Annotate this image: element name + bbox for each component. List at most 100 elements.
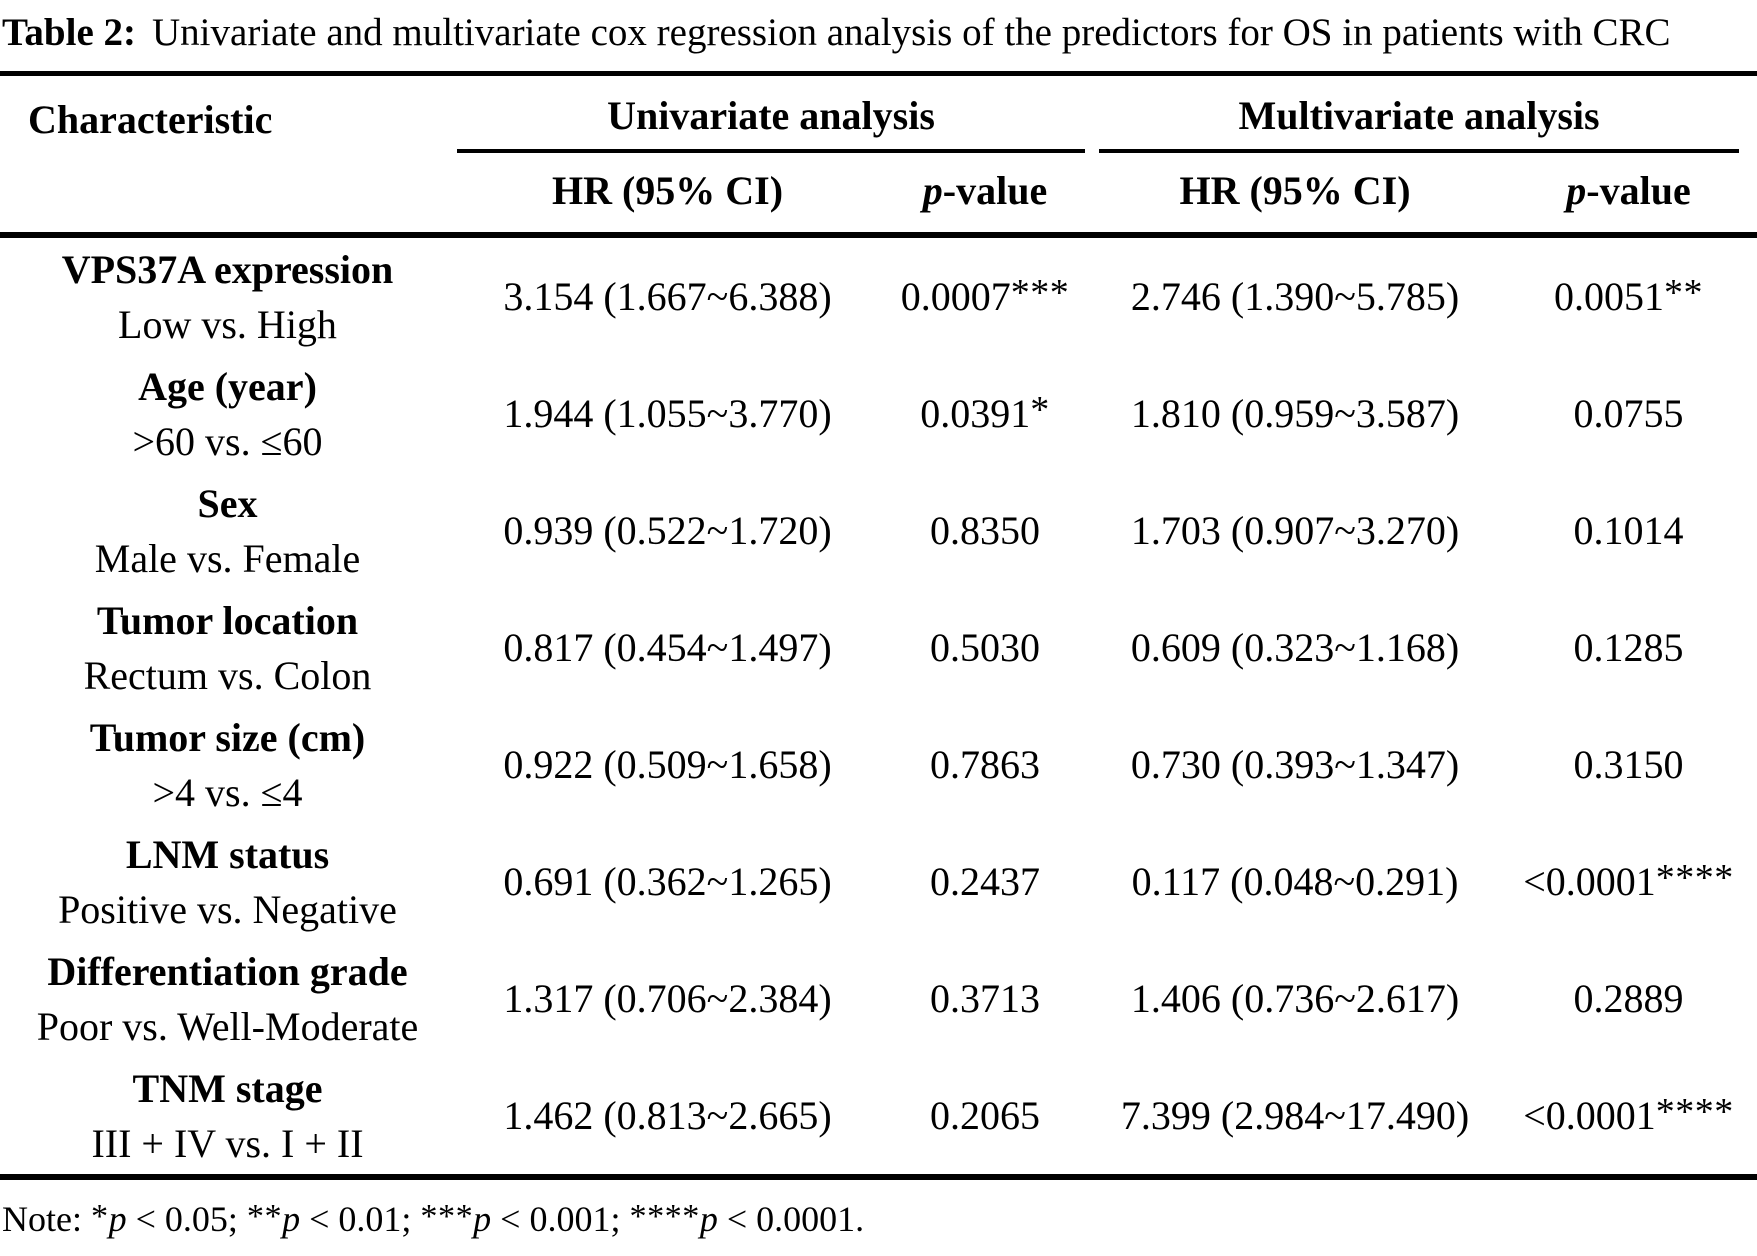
p-value-text: 0.0391 — [920, 391, 1031, 436]
uni-hr-cell: 0.922 (0.509~1.658) — [503, 742, 832, 787]
uni-p-cell: 0.2437 — [880, 823, 1090, 940]
p-value-text: <0.0001 — [1523, 1093, 1656, 1138]
characteristic-comparison: Low vs. High — [118, 301, 337, 347]
footnote-threshold: < 0.05; — [126, 1199, 247, 1239]
uni-hr-cell: 1.944 (1.055~3.770) — [503, 391, 832, 436]
table-row: Tumor size (cm) >4 vs. ≤4 0.922 (0.509~1.6… — [0, 706, 1757, 823]
characteristic-cell: Differentiation grade Poor vs. Well-Moder… — [0, 940, 455, 1057]
multi-p-cell: 0.3150 — [1500, 706, 1757, 823]
multi-p-cell: <0.0001**** — [1500, 823, 1757, 940]
uni-p-cell: 0.5030 — [880, 589, 1090, 706]
multi-hr-cell: 1.406 (0.736~2.617) — [1130, 976, 1460, 1021]
p-value-text: 0.2065 — [930, 1093, 1040, 1138]
table-caption-text: Univariate and multivariate cox regressi… — [152, 11, 1671, 54]
multi-hr-cell: 0.609 (0.323~1.168) — [1130, 625, 1460, 670]
characteristic-comparison: Rectum vs. Colon — [83, 652, 372, 698]
characteristic-cell: LNM status Positive vs. Negative — [0, 823, 455, 940]
header-hr-univariate: HR (95% CI) — [455, 153, 880, 238]
uni-p-cell: 0.8350 — [880, 472, 1090, 589]
characteristic-cell: TNM stage III + IV vs. I + II — [0, 1057, 455, 1177]
characteristic-name: LNM status — [125, 831, 330, 877]
significance-stars: **** — [1655, 857, 1734, 900]
p-value-text: 0.1285 — [1573, 625, 1684, 670]
significance-stars: *** — [420, 1197, 474, 1235]
multi-p-cell: <0.0001**** — [1500, 1057, 1757, 1177]
header-pvalue-univariate: p-value — [880, 153, 1091, 238]
significance-stars: * — [1030, 389, 1050, 432]
table-row: Tumor location Rectum vs. Colon 0.817 (0.4… — [0, 589, 1757, 706]
cox-regression-table: Characteristic Univariate analysis Multi… — [0, 71, 1757, 1180]
multi-p-cell: 0.1014 — [1500, 472, 1757, 589]
pvalue-suffix: -value — [1586, 168, 1691, 213]
significance-stars: ** — [246, 1197, 283, 1235]
table-row: Differentiation grade Poor vs. Well-Moder… — [0, 940, 1757, 1057]
p-value-text: 0.3150 — [1573, 742, 1684, 787]
pvalue-italic-p: p — [1566, 168, 1587, 213]
table-body: VPS37A expression Low vs. High 3.154 (1.66… — [0, 235, 1757, 1177]
multi-p-cell: 0.0051** — [1500, 235, 1757, 355]
multi-hr-cell: 0.117 (0.048~0.291) — [1131, 859, 1459, 904]
characteristic-cell: VPS37A expression Low vs. High — [0, 235, 455, 355]
characteristic-name: Differentiation grade — [47, 948, 408, 994]
header-multivariate-group: Multivariate analysis — [1090, 74, 1757, 153]
p-value-text: 0.7863 — [930, 742, 1040, 787]
multi-p-cell: 0.2889 — [1500, 940, 1757, 1057]
uni-p-cell: 0.3713 — [880, 940, 1090, 1057]
table-caption: Table 2: Univariate and multivariate cox … — [2, 8, 1757, 58]
header-pvalue-multivariate: p-value — [1500, 153, 1757, 238]
p-value-text: 0.0007 — [900, 274, 1011, 319]
significance-stars: *** — [1010, 272, 1070, 315]
multi-hr-cell: 7.399 (2.984~17.490) — [1120, 1093, 1470, 1138]
header-univariate-label: Univariate analysis — [457, 76, 1086, 153]
characteristic-name: Age (year) — [138, 363, 317, 409]
uni-hr-cell: 1.317 (0.706~2.384) — [503, 976, 832, 1021]
uni-p-cell: 0.0391* — [880, 355, 1090, 472]
characteristic-name: TNM stage — [132, 1065, 323, 1111]
characteristic-name: Sex — [197, 480, 258, 526]
uni-hr-cell: 0.691 (0.362~1.265) — [503, 859, 832, 904]
paper-table-page: Table 2: Univariate and multivariate cox … — [0, 8, 1757, 1256]
header-univariate-group: Univariate analysis — [455, 74, 1090, 153]
footnote-italic-p: p — [282, 1199, 301, 1239]
significance-stars: * — [90, 1197, 109, 1235]
characteristic-cell: Tumor location Rectum vs. Colon — [0, 589, 455, 706]
p-value-text: 0.1014 — [1573, 508, 1684, 553]
p-value-text: 0.0051 — [1554, 274, 1665, 319]
multi-hr-cell: 2.746 (1.390~5.785) — [1130, 274, 1460, 319]
characteristic-name: Tumor location — [96, 597, 359, 643]
characteristic-comparison: >60 vs. ≤60 — [132, 418, 323, 464]
characteristic-cell: Sex Male vs. Female — [0, 472, 455, 589]
uni-p-cell: 0.7863 — [880, 706, 1090, 823]
footnote-threshold: < 0.001; — [491, 1199, 630, 1239]
multi-hr-cell: 0.730 (0.393~1.347) — [1130, 742, 1460, 787]
table-row: Age (year) >60 vs. ≤60 1.944 (1.055~3.770)… — [0, 355, 1757, 472]
significance-stars: ** — [1664, 272, 1704, 315]
header-characteristic: Characteristic — [0, 73, 455, 238]
footnote-italic-p: p — [108, 1199, 127, 1239]
uni-hr-cell: 1.462 (0.813~2.665) — [503, 1093, 832, 1138]
uni-hr-cell: 0.817 (0.454~1.497) — [503, 625, 832, 670]
characteristic-comparison: >4 vs. ≤4 — [152, 769, 303, 815]
p-value-text: 0.2889 — [1573, 976, 1684, 1021]
footnote-threshold: < 0.0001. — [717, 1199, 865, 1239]
multi-p-cell: 0.0755 — [1500, 355, 1757, 472]
multi-p-cell: 0.1285 — [1500, 589, 1757, 706]
footnote-italic-p: p — [699, 1199, 718, 1239]
multi-hr-cell: 1.810 (0.959~3.587) — [1130, 391, 1460, 436]
header-hr-multivariate: HR (95% CI) — [1090, 153, 1501, 238]
significance-stars: **** — [1655, 1091, 1734, 1134]
characteristic-comparison: Poor vs. Well-Moderate — [36, 1003, 419, 1049]
characteristic-comparison: III + IV vs. I + II — [91, 1120, 364, 1166]
footnote-italic-p: p — [473, 1199, 492, 1239]
uni-p-cell: 0.0007*** — [880, 235, 1090, 355]
pvalue-italic-p: p — [922, 168, 943, 213]
multi-hr-cell: 1.703 (0.907~3.270) — [1130, 508, 1460, 553]
table-row: TNM stage III + IV vs. I + II 1.462 (0.813… — [0, 1057, 1757, 1177]
table-row: VPS37A expression Low vs. High 3.154 (1.66… — [0, 235, 1757, 355]
table-caption-label: Table 2: — [2, 11, 137, 54]
significance-stars: **** — [629, 1197, 700, 1235]
characteristic-comparison: Positive vs. Negative — [58, 886, 397, 932]
sub-header-row: HR (95% CI) p-value HR (95% CI) p-value — [0, 153, 1757, 238]
p-value-text: 0.3713 — [930, 976, 1040, 1021]
characteristic-comparison: Male vs. Female — [94, 535, 361, 581]
